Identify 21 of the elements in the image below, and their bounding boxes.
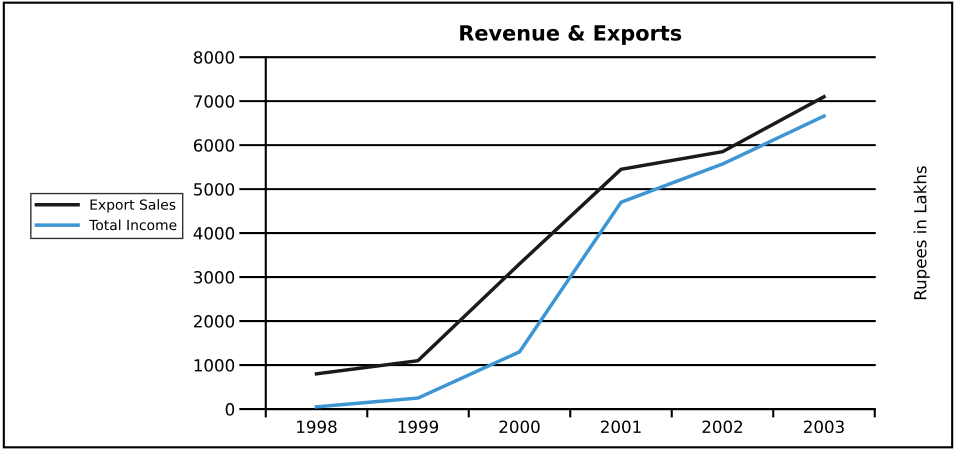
y-tick-label: 2000: [194, 315, 234, 328]
x-tick-label: 2002: [702, 420, 742, 434]
y-tick-label: 4000: [194, 227, 234, 240]
y-tick-label: 5000: [194, 183, 234, 196]
line-series: [314, 114, 826, 409]
x-tick-label: 1998: [297, 420, 337, 434]
x-tick-label: 2001: [601, 420, 641, 434]
x-tick-label: 1999: [398, 420, 438, 434]
x-tick-label: 2003: [804, 420, 844, 434]
y-tick-label: 7000: [194, 95, 234, 108]
line-series: [314, 95, 826, 376]
legend-label: Total Income: [89, 219, 176, 230]
y-axis-title: Rupees in Lakhs: [914, 166, 930, 300]
chart-title: Revenue & Exports: [460, 25, 682, 45]
y-tick-label: 1000: [194, 359, 234, 372]
x-tick-label: 2000: [500, 420, 540, 434]
y-tick-label: 3000: [194, 271, 234, 284]
y-tick-label: 8000: [194, 51, 234, 64]
y-tick-label: 6000: [194, 139, 234, 152]
legend-label: Export Sales: [90, 199, 176, 213]
y-tick-label: 0: [226, 403, 234, 416]
